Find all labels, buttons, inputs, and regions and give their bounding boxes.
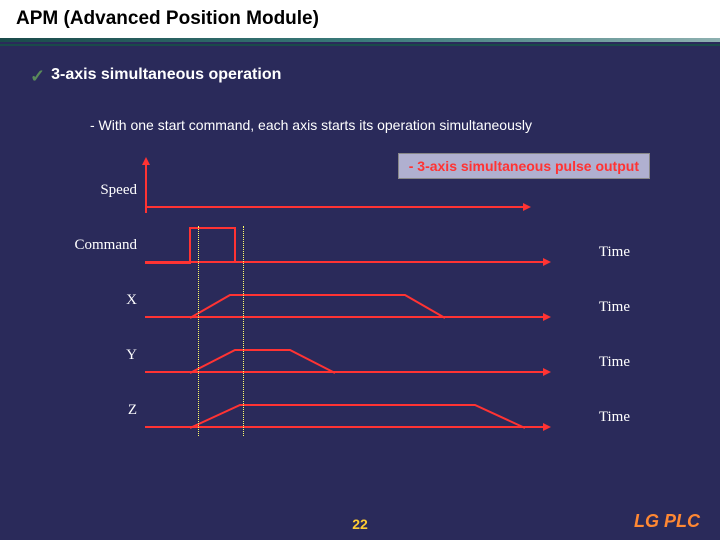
x-graph: Time xyxy=(145,273,690,328)
z-time-label: Time xyxy=(599,409,630,426)
z-graph: Time xyxy=(145,383,690,438)
y-row: Y Time xyxy=(70,328,690,383)
x-label: X xyxy=(70,292,145,309)
y-trap-line xyxy=(190,350,335,373)
vdash-start xyxy=(198,226,199,436)
x-time-label: Time xyxy=(599,299,630,316)
speed-axis-h xyxy=(145,206,525,208)
slide: APM (Advanced Position Module) ✓ 3-axis … xyxy=(0,0,720,540)
command-label: Command xyxy=(70,237,145,254)
x-trap-line xyxy=(190,295,445,318)
command-pulse-line xyxy=(145,228,235,263)
x-row: X Time xyxy=(70,273,690,328)
y-trap-svg xyxy=(145,328,585,383)
speed-label: Speed xyxy=(70,182,145,199)
command-time-label: Time xyxy=(599,244,630,261)
bullet-text: 3-axis simultaneous operation xyxy=(51,66,281,84)
command-pulse-svg xyxy=(145,218,585,273)
title-bar: APM (Advanced Position Module) xyxy=(0,0,720,38)
timing-diagram: - 3-axis simultaneous pulse output Speed… xyxy=(70,163,690,438)
content-area: ✓ 3-axis simultaneous operation - With o… xyxy=(0,46,720,458)
vdash-end xyxy=(243,226,244,436)
sub-text: - With one start command, each axis star… xyxy=(90,117,690,133)
page-number: 22 xyxy=(352,516,368,532)
y-time-label: Time xyxy=(599,354,630,371)
command-graph: Time xyxy=(145,218,690,273)
title-underline xyxy=(0,38,720,42)
bullet-item: ✓ 3-axis simultaneous operation xyxy=(30,66,690,87)
speed-row: Speed xyxy=(70,163,690,218)
title-text: APM (Advanced Position Module) xyxy=(16,8,319,29)
y-label: Y xyxy=(70,347,145,364)
speed-graph xyxy=(145,163,690,218)
footer-logo: LG PLC xyxy=(634,511,700,532)
y-graph: Time xyxy=(145,328,690,383)
x-trap-svg xyxy=(145,273,585,328)
z-trap-line xyxy=(190,405,525,428)
z-row: Z Time xyxy=(70,383,690,438)
z-trap-svg xyxy=(145,383,585,438)
command-row: Command Time xyxy=(70,218,690,273)
check-icon: ✓ xyxy=(30,66,45,87)
z-label: Z xyxy=(70,402,145,419)
